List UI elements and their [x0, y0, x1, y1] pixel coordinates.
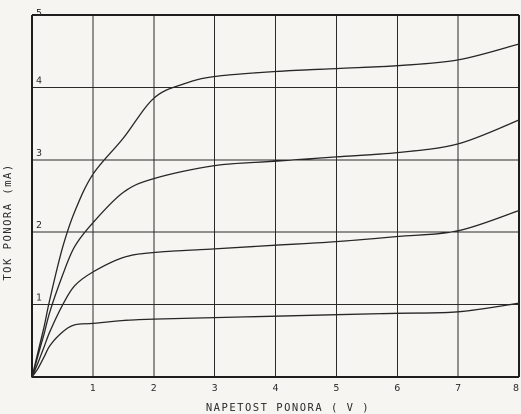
x-tick-label: 7	[455, 383, 461, 394]
curves	[31, 43, 520, 378]
x-tick-label: 8	[513, 383, 519, 394]
x-tick-label: 5	[333, 383, 339, 394]
y-axis-title: TOK PONORA (mA)	[2, 163, 14, 280]
tick-labels: 1 2 3 4 5 6 7 8 1 2 3 4 5	[36, 8, 519, 394]
x-tick-label: 6	[394, 383, 400, 394]
x-axis-title: NAPETOST PONORA ( V )	[206, 402, 370, 414]
series-line	[31, 119, 520, 378]
grid	[31, 14, 520, 378]
y-tick-label: 3	[36, 148, 42, 159]
series-line	[31, 43, 520, 378]
y-tick-label: 4	[36, 75, 42, 86]
series-line	[31, 302, 520, 378]
x-tick-label: 4	[272, 383, 278, 394]
y-tick-label: 2	[36, 220, 42, 231]
y-tick-label: 1	[36, 293, 42, 304]
x-tick-label: 2	[151, 383, 157, 394]
x-tick-label: 3	[212, 383, 218, 394]
series-line	[31, 209, 520, 378]
y-tick-label: 5	[36, 8, 42, 19]
x-tick-label: 1	[90, 383, 96, 394]
